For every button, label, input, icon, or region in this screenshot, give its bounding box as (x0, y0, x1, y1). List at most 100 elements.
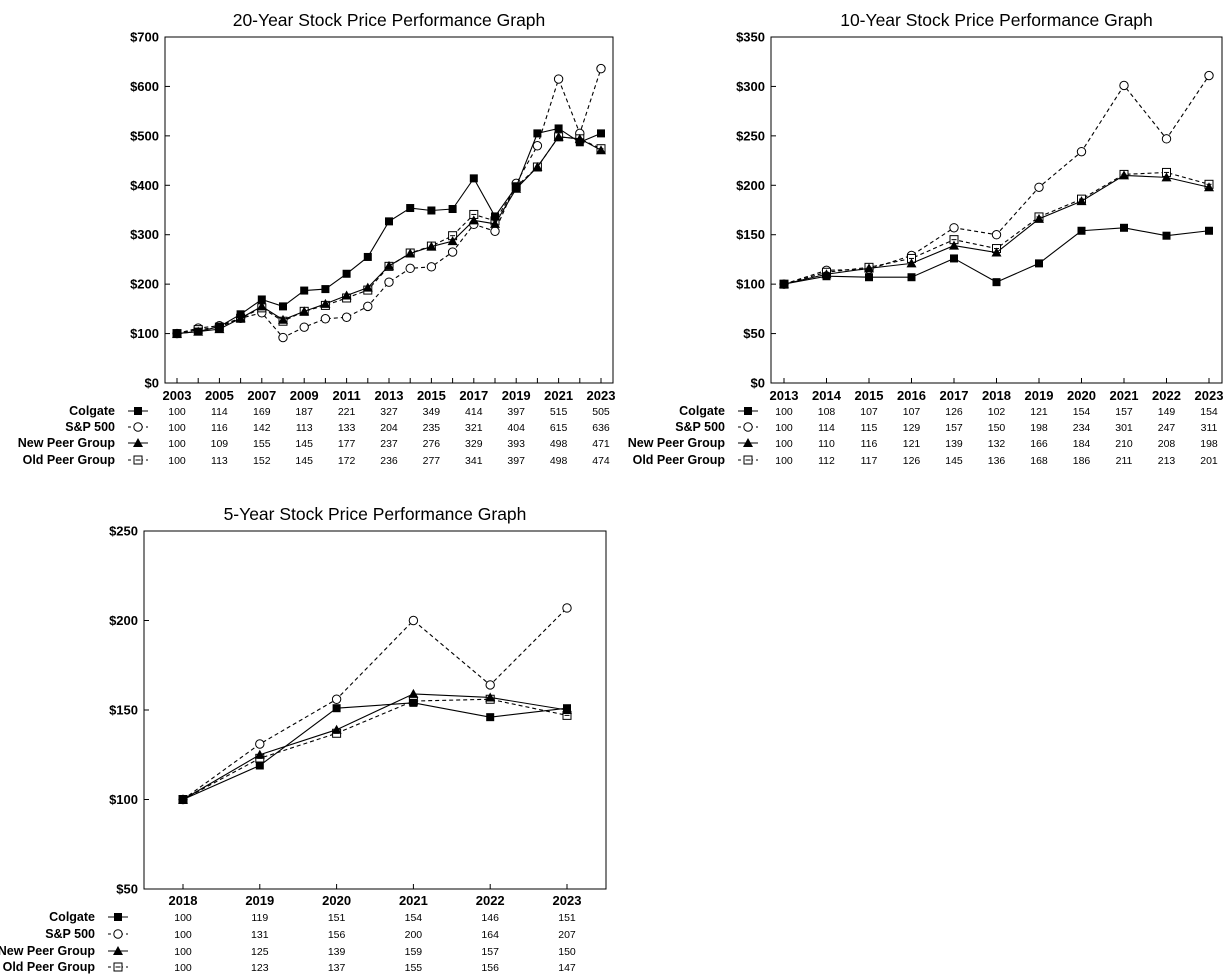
table-cell: 154 (1073, 406, 1091, 418)
table-cell: 204 (380, 422, 398, 434)
data-point (553, 74, 564, 84)
y-tick-label: $600 (130, 79, 159, 94)
data-point (780, 280, 788, 289)
data-point (1119, 80, 1129, 91)
table-cell: 142 (253, 422, 271, 434)
x-tick-label: 2013 (770, 388, 799, 403)
table-cell: 397 (507, 455, 525, 467)
table-cell: 152 (253, 455, 271, 467)
table-cell: 155 (253, 438, 271, 450)
table-cell: 100 (174, 962, 192, 974)
x-tick-label: 2019 (502, 388, 531, 403)
table-cell: 102 (988, 406, 1006, 418)
table-cell: 498 (550, 455, 568, 467)
x-tick-label: 2021 (544, 388, 573, 403)
data-point (194, 327, 203, 336)
data-point (363, 252, 372, 261)
data-point (448, 205, 457, 214)
series-line (182, 607, 568, 800)
table-cell: 247 (1158, 422, 1176, 434)
legend-symbol (738, 407, 758, 415)
data-point (256, 301, 267, 311)
table-cell: 149 (1158, 406, 1176, 418)
table-cell: 201 (1200, 455, 1218, 467)
data-point (300, 286, 309, 295)
table-cell: 119 (251, 912, 268, 924)
table-cell: 474 (592, 455, 610, 467)
table-cell: 498 (550, 438, 568, 450)
data-point (179, 795, 187, 804)
table-cell: 100 (174, 912, 192, 924)
table-row-label: Old Peer Group (23, 453, 116, 467)
data-point (1120, 223, 1128, 232)
table-cell: 237 (380, 438, 398, 450)
data-point (575, 138, 584, 147)
data-point (320, 314, 331, 324)
data-point (485, 692, 496, 702)
x-tick-label: 2019 (1025, 388, 1054, 403)
table-cell: 115 (861, 422, 878, 434)
x-tick-label: 2016 (897, 388, 926, 403)
data-point (405, 248, 416, 258)
table-row-label: New Peer Group (18, 436, 116, 450)
table-cell: 151 (328, 912, 346, 924)
legend-marker (743, 455, 753, 465)
y-tick-label: $250 (736, 128, 765, 143)
data-point (485, 680, 495, 690)
table-cell: 157 (945, 422, 963, 434)
y-tick-label: $350 (736, 30, 765, 45)
legend-symbol (108, 929, 128, 939)
table-cell: 117 (861, 455, 878, 467)
table-cell: 234 (1073, 422, 1091, 434)
data-point (278, 332, 288, 343)
data-point (215, 322, 224, 331)
table-cell: 159 (405, 946, 423, 958)
x-tick-label: 2019 (245, 893, 274, 908)
series-new-peer-group (779, 170, 1214, 289)
data-point (342, 269, 351, 278)
data-point (865, 273, 873, 282)
table-cell: 121 (1030, 406, 1048, 418)
table-cell: 110 (818, 438, 835, 450)
legend-symbol (738, 422, 758, 432)
table-cell: 207 (558, 929, 576, 941)
data-point (469, 174, 478, 183)
data-point (512, 182, 521, 191)
table-cell: 184 (1073, 438, 1091, 450)
table-cell: 211 (1116, 455, 1133, 467)
table-cell: 329 (465, 438, 483, 450)
data-point (1076, 146, 1087, 157)
series-line (783, 174, 1210, 285)
table-row-label: Colgate (49, 910, 95, 924)
y-tick-label: $0 (145, 376, 159, 391)
data-point (331, 724, 342, 734)
data-point (406, 204, 415, 213)
table-cell: 116 (211, 422, 228, 434)
table-cell: 156 (481, 962, 499, 974)
data-point (554, 124, 563, 133)
table-cell: 393 (507, 438, 525, 450)
x-tick-label: 2023 (587, 388, 616, 403)
series-line (182, 702, 568, 801)
table-cell: 147 (558, 962, 576, 974)
table-cell: 121 (903, 438, 921, 450)
y-tick-label: $50 (116, 882, 138, 897)
data-point (1204, 182, 1214, 192)
table-cell: 116 (861, 438, 878, 450)
data-point (1035, 259, 1043, 268)
x-tick-label: 2020 (322, 893, 351, 908)
table-cell: 321 (465, 422, 483, 434)
x-tick-label: 2022 (476, 893, 505, 908)
table-cell: 154 (405, 912, 423, 924)
data-point (532, 161, 543, 171)
y-tick-label: $200 (130, 277, 159, 292)
data-point (384, 277, 394, 287)
table-row-label: New Peer Group (628, 436, 726, 450)
data-point (362, 282, 373, 292)
legend-marker (133, 455, 143, 465)
table-cell: 200 (405, 929, 423, 941)
table-cell: 113 (296, 422, 313, 434)
table-row-label: Colgate (679, 404, 725, 418)
table-cell: 177 (338, 438, 356, 450)
